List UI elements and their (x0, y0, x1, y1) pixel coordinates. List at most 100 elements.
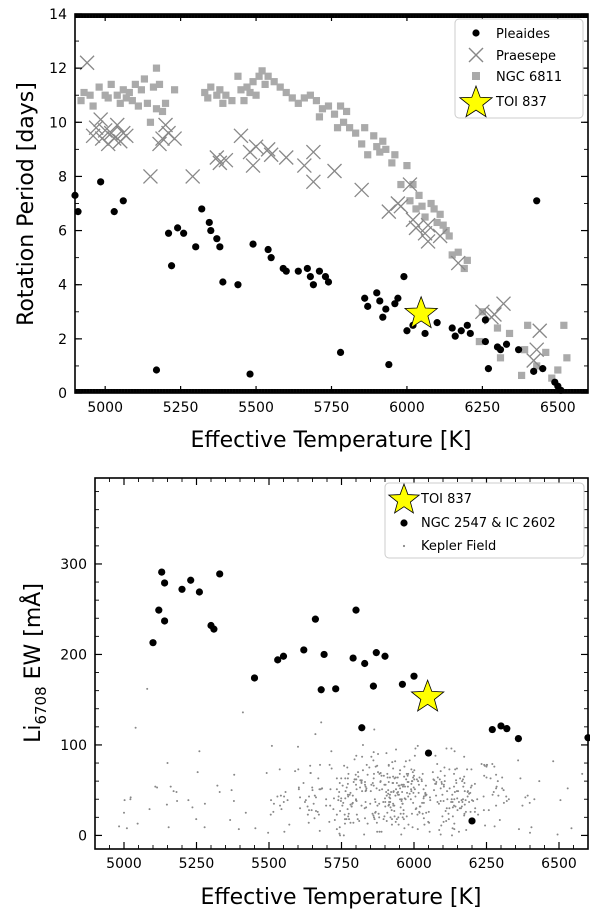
kepler-field-point-135 (425, 811, 428, 814)
praesepe-point-51 (529, 342, 545, 358)
ngc-6811-point-42 (255, 72, 263, 80)
kepler-field-point-229 (353, 778, 356, 781)
ngc-2547-ic-2602-point-10 (216, 570, 224, 578)
kepler-field-point-319 (318, 829, 321, 832)
pleaides-point-53 (484, 365, 493, 373)
kepler-field-point-291 (314, 796, 317, 799)
rp-x-tick-label: 5750 (314, 400, 350, 416)
kepler-field-point-42 (299, 796, 302, 799)
toi-837-point-0 (403, 295, 439, 329)
kepler-field-point-85 (468, 800, 471, 803)
ngc-6811-point-35 (234, 72, 242, 80)
ngc-6811-point-47 (276, 83, 284, 91)
ngc-2547-ic-2602-point-27 (410, 672, 418, 680)
kepler-field-point-272 (476, 798, 479, 801)
kepler-field-point-462 (405, 772, 408, 775)
ngc-6811-point-99 (521, 346, 529, 354)
li-label-subscript: 6708 (32, 686, 50, 724)
kepler-field-point-505 (308, 795, 311, 798)
kepler-field-point-317 (330, 767, 333, 770)
pleaides-point-1 (74, 208, 82, 216)
kepler-field-point-522 (530, 826, 533, 829)
pleaides-point-49 (463, 321, 471, 329)
li-x-tick-label: 6250 (469, 856, 505, 872)
kepler-field-point-438 (384, 783, 387, 786)
kepler-field-point-494 (414, 808, 417, 811)
kepler-field-point-454 (346, 782, 349, 785)
kepler-field-point-311 (406, 791, 409, 794)
kepler-field-point-531 (457, 830, 460, 833)
ngc-6811-point-21 (152, 105, 161, 113)
kepler-field-point-461 (335, 828, 338, 831)
pleaides-point-14 (213, 235, 221, 243)
kepler-field-point-142 (347, 815, 350, 818)
kepler-field-point-435 (355, 813, 358, 816)
li-x-tick-label: 5000 (106, 856, 142, 872)
kepler-field-point-475 (401, 816, 404, 819)
kepler-field-point-498 (526, 794, 529, 797)
ngc-6811-point-83 (430, 205, 438, 213)
ngc-6811-point-46 (270, 78, 278, 86)
kepler-field-point-544 (241, 711, 244, 714)
kepler-field-point-322 (413, 754, 416, 757)
kepler-field-point-369 (454, 805, 457, 808)
ngc-6811-point-102 (542, 348, 550, 356)
kepler-field-point-366 (463, 790, 466, 793)
kepler-field-point-378 (455, 767, 458, 770)
kepler-field-point-545 (314, 733, 317, 736)
kepler-field-point-8 (352, 821, 355, 824)
kepler-field-point-76 (332, 797, 335, 800)
rp-x-tick-label: 6250 (465, 400, 501, 416)
kepler-field-point-227 (388, 776, 391, 779)
praesepe-point-48 (486, 307, 502, 322)
kepler-field-point-259 (348, 793, 351, 796)
ngc-6811-point-0 (77, 97, 85, 105)
kepler-field-point-157 (417, 780, 420, 783)
kepler-field-point-353 (442, 785, 445, 788)
ngc-6811-point-66 (364, 151, 372, 159)
kepler-field-point-507 (477, 813, 480, 816)
ngc-6811-point-95 (493, 324, 502, 332)
ngc-6811-point-65 (361, 124, 369, 132)
kepler-field-point-455 (306, 813, 309, 816)
kepler-field-point-96 (297, 788, 300, 791)
pleaides-point-2 (97, 178, 105, 186)
kepler-field-point-391 (372, 772, 375, 775)
kepler-field-point-313 (453, 804, 456, 807)
kepler-field-point-175 (196, 771, 199, 774)
kepler-field-point-541 (134, 726, 137, 729)
kepler-field-point-210 (403, 797, 406, 800)
ngc-6811-point-29 (207, 83, 215, 91)
kepler-field-point-33 (433, 789, 436, 792)
ngc-6811-point-33 (222, 91, 230, 99)
kepler-field-point-446 (378, 789, 381, 792)
kepler-field-point-240 (314, 809, 317, 812)
pleaides-point-60 (539, 365, 547, 373)
kepler-field-point-122 (265, 771, 268, 774)
kepler-field-point-437 (443, 766, 446, 769)
ngc-2547-ic-2602-point-13 (279, 652, 288, 660)
kepler-field-point-341 (384, 800, 387, 803)
kepler-field-point-201 (469, 786, 472, 789)
kepler-field-point-519 (366, 822, 369, 825)
legend-marker-praesepe (468, 47, 484, 63)
kepler-field-point-285 (376, 830, 379, 833)
ngc-6811-point-4 (95, 83, 103, 91)
kepler-field-point-299 (453, 822, 456, 825)
kepler-field-point-39 (482, 809, 485, 812)
kepler-field-point-542 (166, 762, 169, 765)
kepler-field-point-274 (341, 784, 344, 787)
pleaides-point-11 (198, 205, 206, 213)
kepler-field-point-525 (165, 803, 168, 806)
kepler-field-point-327 (397, 793, 400, 796)
legend-label-kepler-field: Kepler Field (421, 539, 496, 554)
li-label-suffix: EW [mÅ] (19, 583, 46, 686)
ngc-6811-point-34 (228, 97, 236, 105)
kepler-field-point-220 (390, 809, 393, 812)
ngc-6811-point-97 (505, 329, 514, 338)
kepler-field-point-107 (360, 781, 363, 784)
legend-label-praesepe: Praesepe (496, 49, 556, 64)
toi-837-point-0 (410, 679, 445, 712)
ngc-6811-point-67 (370, 132, 378, 140)
kepler-field-point-277 (371, 812, 374, 815)
